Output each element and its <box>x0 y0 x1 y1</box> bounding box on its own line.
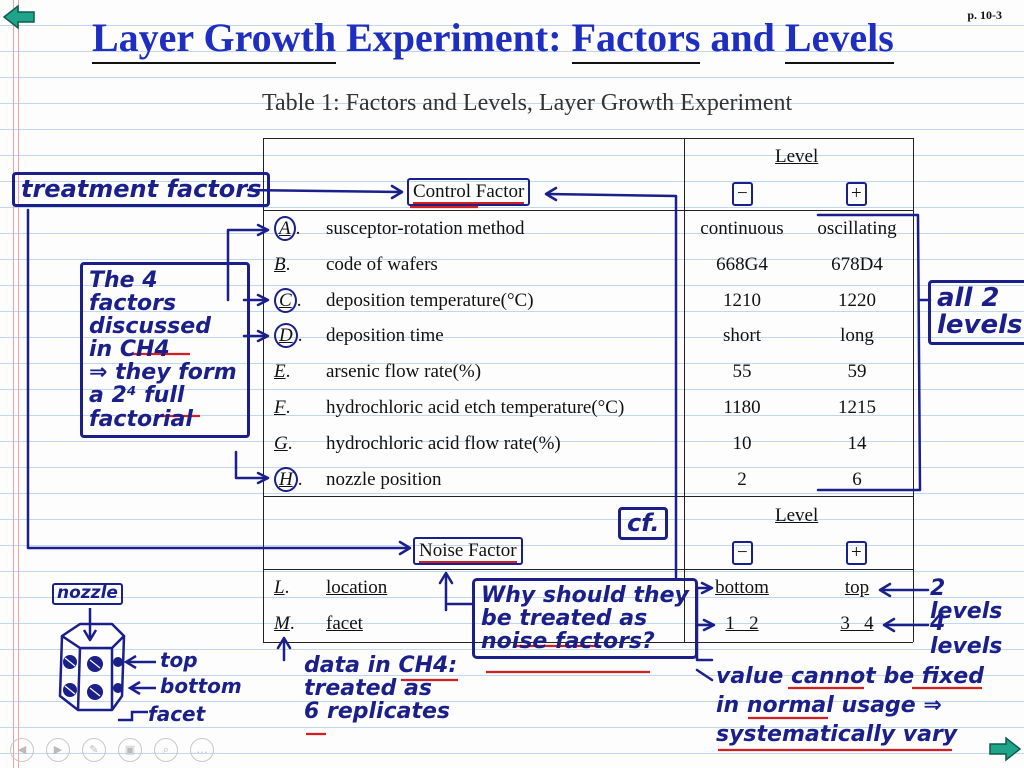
factor-id: E. <box>274 361 291 383</box>
factor-id: A. <box>274 216 300 241</box>
pages-icon[interactable]: ▣ <box>118 738 142 762</box>
factor-name: susceptor-rotation method <box>326 218 525 239</box>
factor-id: L. <box>274 577 290 598</box>
plus-level-value: 3 4 <box>840 613 874 634</box>
cf-note: cf. <box>618 507 669 541</box>
plus-level-header: + <box>846 182 867 206</box>
plus-level-value: 1215 <box>838 397 876 418</box>
minus-level-value: continuous <box>700 218 784 239</box>
four-levels-note: 4 levels <box>930 611 1003 660</box>
back-arrow-icon[interactable] <box>2 4 36 30</box>
factor-id: C. <box>274 287 301 313</box>
factor-name: hydrochloric acid flow rate(%) <box>326 432 561 454</box>
minus-level-value: 668G4 <box>716 253 768 275</box>
factor-id: F. <box>274 397 291 418</box>
factor-id: H. <box>274 466 302 492</box>
plus-level-value: oscillating <box>817 218 897 239</box>
four-factors-note: The 4 factors discussed in CH4 ⇒ they fo… <box>80 262 250 438</box>
zoom-icon[interactable]: ⌕ <box>154 738 178 762</box>
top-label: top <box>160 648 198 672</box>
factor-name: arsenic flow rate(%) <box>326 361 482 383</box>
minus-level-value: 10 <box>732 432 752 454</box>
nozzle-sketch-icon <box>58 608 126 712</box>
factor-name: hydrochloric acid etch temperature(°C) <box>326 397 625 418</box>
factor-id: D. <box>274 323 302 349</box>
minus-level-value: 1180 <box>723 397 761 418</box>
why-noise-note: Why should they be treated as noise fact… <box>472 578 698 660</box>
data-ch4-note: data in CH4: treated as 6 replicates <box>304 653 458 725</box>
nozzle-label: nozzle <box>52 583 123 605</box>
facet-label: facet <box>148 702 206 726</box>
level-header-noise: Level <box>775 505 819 526</box>
plus-level-value: 14 <box>847 432 867 454</box>
minus-level-value: 1 2 <box>725 613 759 634</box>
plus-level-value: 6 <box>852 468 862 490</box>
bottom-label: bottom <box>160 674 242 698</box>
factor-name: facet <box>326 613 363 634</box>
minus-level-header-noise: − <box>732 541 753 565</box>
plus-level-value: 678D4 <box>831 253 883 275</box>
treatment-factors-note: treatment factors <box>12 172 271 208</box>
factor-name: deposition time <box>326 325 444 347</box>
factor-id: M. <box>274 613 295 634</box>
factor-id: B. <box>274 253 291 275</box>
factor-name: code of wafers <box>326 253 438 275</box>
factor-name: deposition temperature(°C) <box>326 289 534 311</box>
more-icon[interactable]: … <box>190 738 214 762</box>
factor-name: nozzle position <box>326 468 442 490</box>
pen-icon[interactable]: ✎ <box>82 738 106 762</box>
noise-factor-header: Noise Factor <box>413 537 523 565</box>
two-levels-note: 2 levels <box>930 576 1003 625</box>
plus-level-value: top <box>844 577 870 598</box>
minus-level-value: 55 <box>732 361 752 383</box>
control-factor-header: Control Factor <box>407 178 531 206</box>
level-header-control: Level <box>775 146 819 167</box>
minus-level-value: short <box>723 325 761 347</box>
nozzle-pointer-arrows <box>118 654 156 722</box>
forward-arrow-icon[interactable] <box>988 736 1022 762</box>
factor-name: location <box>326 577 388 598</box>
plus-level-value: long <box>840 325 874 347</box>
factor-id: G. <box>274 432 293 454</box>
minus-level-value: bottom <box>715 577 769 598</box>
plus-level-header-noise: + <box>846 541 867 565</box>
value-cannot-fixed-note: value cannot be fixed in normal usage ⇒ … <box>716 664 984 748</box>
page-title: Layer Growth Experiment: Factors and Lev… <box>92 14 894 64</box>
minus-level-value: 2 <box>737 468 747 490</box>
plus-level-value: 1220 <box>838 289 876 311</box>
all-2-levels-note: all 2 levels <box>928 280 1024 345</box>
page-number: p. 10-3 <box>967 8 1002 22</box>
minus-level-header: − <box>732 182 753 206</box>
plus-level-value: 59 <box>847 361 867 383</box>
minus-level-value: 1210 <box>723 289 761 311</box>
table-caption: Table 1: Factors and Levels, Layer Growt… <box>262 90 793 116</box>
prev-icon[interactable]: ◀ <box>10 738 34 762</box>
next-icon[interactable]: ▶ <box>46 738 70 762</box>
